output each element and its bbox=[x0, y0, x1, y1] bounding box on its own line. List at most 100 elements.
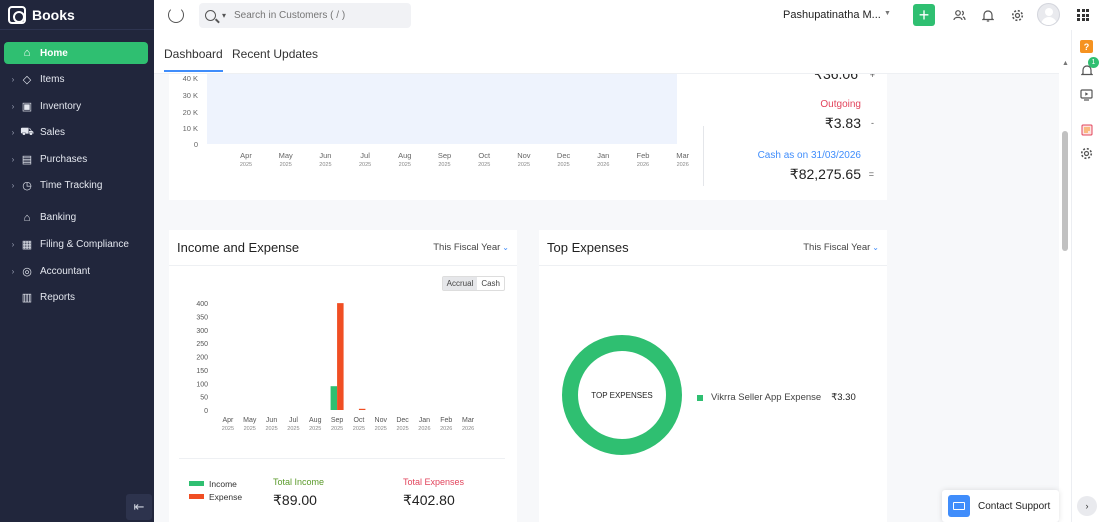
books-logo-icon bbox=[8, 5, 26, 24]
sidebar-item-banking[interactable]: ⌂ Banking bbox=[4, 207, 148, 229]
income-expense-period-dropdown[interactable]: This Fiscal Year ⌄ bbox=[433, 242, 509, 253]
organization-name[interactable]: Pashupatinatha M... bbox=[783, 9, 881, 21]
x-tick-year: 2025 bbox=[396, 426, 408, 432]
cash-as-on-value: ₹82,275.65 bbox=[789, 166, 861, 182]
x-tick-year: 2025 bbox=[478, 162, 490, 168]
search-icon[interactable] bbox=[205, 9, 216, 21]
search-box[interactable]: ▾ bbox=[199, 2, 411, 28]
tab-dashboard[interactable]: Dashboard bbox=[164, 47, 223, 72]
refresh-icon[interactable] bbox=[168, 7, 184, 23]
scrollbar-thumb[interactable] bbox=[1062, 131, 1068, 251]
chevron-right-icon[interactable]: › bbox=[11, 154, 15, 164]
legend-entry-name[interactable]: Vikrra Seller App Expense bbox=[711, 392, 822, 403]
bar-income-sep[interactable] bbox=[330, 386, 338, 410]
outgoing-label: Outgoing bbox=[820, 99, 861, 110]
x-tick-label: Jul bbox=[360, 151, 370, 160]
brand-name: Books bbox=[32, 6, 75, 23]
sidebar-item-reports[interactable]: ▥ Reports bbox=[4, 287, 148, 309]
chevron-down-icon[interactable]: ▾ bbox=[222, 10, 227, 20]
total-income-label: Total Income bbox=[273, 477, 325, 487]
x-tick-year: 2026 bbox=[418, 426, 430, 432]
x-tick-year: 2026 bbox=[597, 162, 609, 168]
sidebar-item-filing-compliance[interactable]: › ▦ Filing & Compliance bbox=[4, 234, 148, 256]
search-input[interactable] bbox=[234, 9, 395, 21]
sidebar-item-label: Sales bbox=[40, 127, 66, 139]
dashboard-tabs: Dashboard Recent Updates bbox=[154, 30, 1059, 74]
income-expense-legend: Income Expense bbox=[189, 477, 242, 503]
cash-flow-summary: ₹36.06 + Outgoing ₹3.83 - Cash as on 31/… bbox=[703, 74, 887, 200]
bank-icon: ⌂ bbox=[23, 211, 31, 224]
y-tick-label: 150 bbox=[196, 368, 208, 375]
donut-slice[interactable] bbox=[562, 335, 682, 455]
sidebar-item-label: Purchases bbox=[40, 153, 88, 165]
y-tick-label: 0 bbox=[194, 140, 198, 149]
whats-new-icon[interactable] bbox=[1080, 123, 1093, 136]
income-expense-title: Income and Expense bbox=[177, 240, 300, 255]
help-icon[interactable]: ? bbox=[1080, 40, 1093, 53]
quick-create-button[interactable]: + bbox=[913, 4, 935, 26]
gear-icon[interactable] bbox=[1010, 8, 1024, 22]
x-tick-year: 2025 bbox=[244, 426, 256, 432]
x-tick-label: Jan bbox=[419, 417, 430, 424]
x-tick-label: Nov bbox=[375, 417, 388, 424]
bell-icon[interactable] bbox=[981, 8, 995, 22]
clock-icon: ◷ bbox=[22, 180, 32, 193]
x-tick-label: Dec bbox=[396, 417, 409, 424]
bar-expense-oct[interactable] bbox=[358, 408, 366, 410]
avatar[interactable] bbox=[1037, 3, 1060, 26]
accrual-toggle[interactable]: Accrual bbox=[442, 277, 478, 290]
users-icon[interactable] bbox=[952, 8, 966, 22]
period-label: This Fiscal Year bbox=[803, 242, 871, 253]
chevron-right-icon[interactable]: › bbox=[11, 128, 15, 138]
contact-support-button[interactable]: Contact Support bbox=[942, 490, 1059, 522]
apps-grid-icon[interactable] bbox=[1077, 9, 1089, 21]
x-tick-year: 2025 bbox=[438, 162, 450, 168]
scroll-up-arrow-icon[interactable]: ▲ bbox=[1062, 60, 1069, 67]
collapse-sidebar-button[interactable]: ⇤ bbox=[126, 494, 152, 520]
y-tick-label: 350 bbox=[196, 314, 208, 321]
org-chevron-icon[interactable]: ▼ bbox=[884, 10, 891, 17]
notification-bell-icon[interactable] bbox=[1080, 64, 1093, 77]
chevron-right-icon[interactable]: › bbox=[11, 181, 15, 191]
settings-gear-icon[interactable] bbox=[1080, 147, 1093, 160]
page-scrollbar[interactable]: ▲ bbox=[1059, 30, 1071, 522]
x-tick-year: 2026 bbox=[637, 162, 649, 168]
x-tick-year: 2025 bbox=[353, 426, 365, 432]
sidebar-item-time-tracking[interactable]: › ◷ Time Tracking bbox=[4, 175, 148, 197]
brand[interactable]: Books bbox=[0, 0, 154, 30]
sidebar-item-sales[interactable]: › ⛟ Sales bbox=[4, 122, 148, 144]
x-tick-label: Oct bbox=[353, 417, 364, 424]
sidebar-item-accountant[interactable]: › ◎ Accountant bbox=[4, 260, 148, 282]
y-tick-label: 50 bbox=[200, 395, 208, 402]
chevron-right-icon[interactable]: › bbox=[11, 75, 15, 85]
top-expenses-period-dropdown[interactable]: This Fiscal Year ⌄ bbox=[803, 242, 879, 253]
x-tick-year: 2026 bbox=[440, 426, 452, 432]
sidebar-item-purchases[interactable]: › ▤ Purchases bbox=[4, 148, 148, 170]
income-expense-card: Income and Expense This Fiscal Year ⌄ Acc… bbox=[169, 230, 517, 522]
y-tick-label: 10 K bbox=[183, 124, 198, 133]
x-tick-year: 2026 bbox=[677, 162, 689, 168]
top-expenses-card: Top Expenses This Fiscal Year ⌄ TOP EXPEN… bbox=[539, 230, 887, 522]
y-tick-label: 30 K bbox=[183, 91, 198, 100]
divider bbox=[703, 126, 704, 186]
chevron-right-icon[interactable]: › bbox=[11, 240, 15, 250]
expense-swatch bbox=[189, 494, 204, 499]
legend-income: Income bbox=[209, 478, 237, 489]
cash-toggle[interactable]: Cash bbox=[481, 279, 500, 288]
tab-recent-updates[interactable]: Recent Updates bbox=[232, 47, 319, 61]
sidebar-item-home[interactable]: ⌂ Home bbox=[4, 42, 148, 64]
x-tick-year: 2025 bbox=[280, 162, 292, 168]
bar-expense-sep[interactable] bbox=[337, 303, 344, 410]
chevron-right-icon[interactable]: › bbox=[11, 266, 15, 276]
legend-entry-amount: ₹3.30 bbox=[831, 392, 856, 403]
x-tick-year: 2025 bbox=[309, 426, 321, 432]
chevron-right-icon[interactable]: › bbox=[11, 101, 15, 111]
income-expense-chart: 400 350 300 250 200 150 100 50 0 Apr 2025 May 2025 Ju… bbox=[196, 301, 474, 432]
chevron-right-icon[interactable]: › bbox=[1077, 496, 1097, 516]
sidebar-item-items[interactable]: › ◇ Items bbox=[4, 69, 148, 91]
x-tick-label: Feb bbox=[440, 417, 452, 424]
sidebar-item-label: Items bbox=[40, 74, 65, 86]
video-tutorial-icon[interactable] bbox=[1080, 88, 1093, 101]
total-expenses-value: ₹402.80 bbox=[403, 492, 455, 508]
sidebar-item-inventory[interactable]: › ▣ Inventory bbox=[4, 95, 148, 117]
